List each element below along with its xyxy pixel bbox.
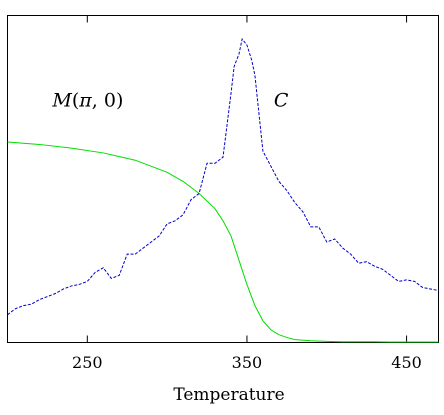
x-axis-label: Temperature (173, 385, 284, 405)
series-dashed-line (7, 37, 439, 316)
annotation-m-close: ) (116, 90, 123, 112)
series-layer (7, 37, 439, 343)
annotation-m-open: ( (72, 90, 79, 112)
x-tick-label-250: 250 (72, 353, 103, 372)
annotation-m-zero: 0 (104, 90, 116, 112)
x-axis-ticks (86, 15, 408, 343)
series-solid-line (7, 141, 439, 343)
annotation-m-prefix: M (51, 90, 72, 112)
x-tick-label-350: 350 (232, 353, 263, 372)
annotation-m-pi-zero: M(π, 0) (51, 90, 123, 112)
x-axis-tick-labels: 250 350 450 (72, 353, 422, 372)
annotation-m-pi: π (78, 90, 92, 112)
x-tick-label-450: 450 (391, 353, 422, 372)
annotation-c: C (274, 90, 289, 112)
plot-frame (7, 15, 439, 343)
annotation-m-comma: , (92, 90, 104, 112)
